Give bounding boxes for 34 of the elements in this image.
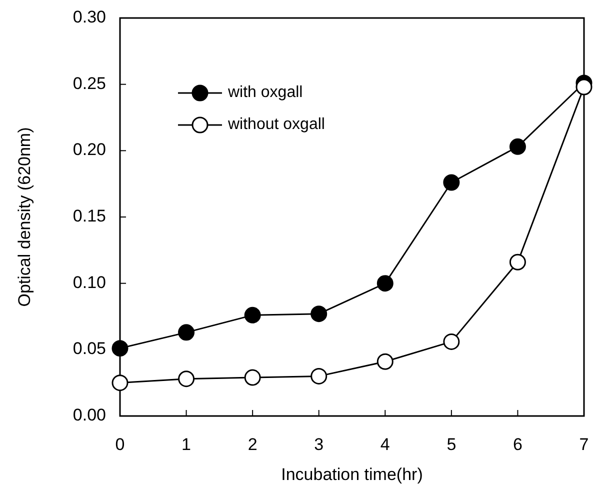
y-tick-label: 0.00 <box>72 405 106 424</box>
point <box>310 306 328 322</box>
legend-label: without oxgall <box>227 116 325 134</box>
x-tick-label: 5 <box>446 435 456 454</box>
point <box>376 353 394 370</box>
point <box>443 333 460 350</box>
point <box>310 368 328 384</box>
legend-label: with oxgall <box>227 84 303 102</box>
point <box>376 275 394 292</box>
point <box>509 138 526 155</box>
x-tick-label: 7 <box>579 435 589 454</box>
point <box>178 370 195 388</box>
y-tick-label: 0.30 <box>72 7 106 26</box>
point <box>178 324 195 341</box>
point <box>112 374 128 392</box>
point <box>443 174 460 191</box>
point <box>244 369 261 386</box>
y-tick-label: 0.25 <box>72 74 106 93</box>
x-tick-label: 3 <box>314 435 324 454</box>
point <box>509 254 526 270</box>
x-tick-label: 0 <box>115 435 125 454</box>
point <box>244 306 261 324</box>
y-axis-title: Optical density (620nm) <box>15 127 34 307</box>
point <box>112 340 128 357</box>
x-tick-label: 1 <box>182 435 192 454</box>
y-tick-label: 0.20 <box>72 140 106 160</box>
y-tick-label: 0.05 <box>72 339 106 358</box>
y-tick-label: 0.15 <box>72 206 106 226</box>
x-axis-title: Incubation time(hr) <box>281 465 423 484</box>
x-tick-label: 2 <box>248 435 258 454</box>
y-tick-label: 0.10 <box>72 272 106 292</box>
x-tick-label: 6 <box>512 435 522 454</box>
x-tick-label: 4 <box>380 435 390 454</box>
point <box>576 78 592 96</box>
